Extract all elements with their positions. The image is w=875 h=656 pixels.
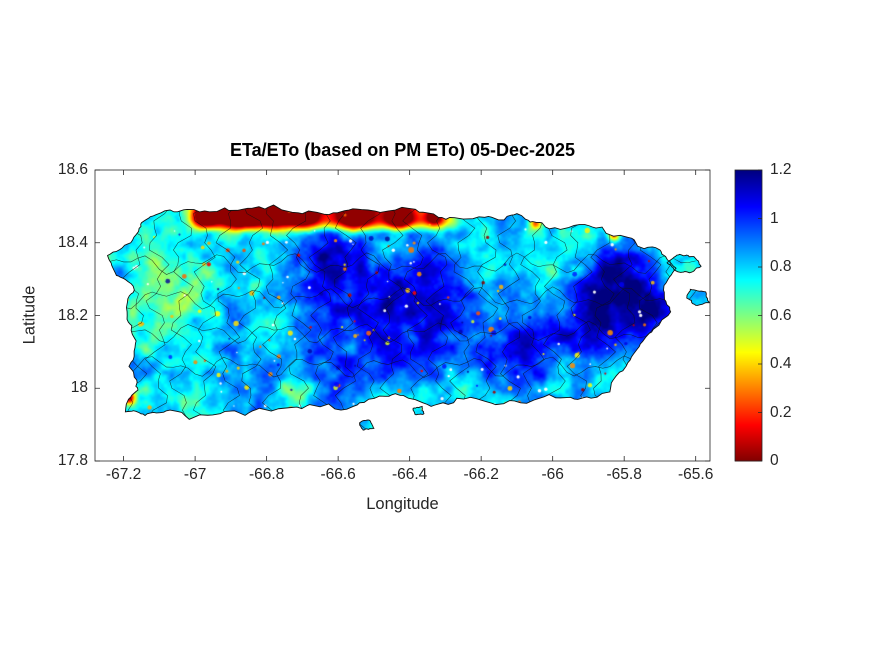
x-tick-label: -66.2 [463,466,499,483]
y-tick-label: 18 [70,379,88,397]
x-tick-label: -67 [183,466,207,483]
colorbar-tick-label: 1 [770,209,779,227]
x-tick-label: -66.8 [248,466,285,483]
y-tick-label: 17.8 [57,452,88,469]
x-tick-label: -66 [541,466,564,483]
x-tick-label: -66.6 [320,466,356,483]
colorbar-tick-label: 0 [770,452,779,469]
colorbar-tick-label: 0.6 [770,306,792,324]
y-tick-label: 18.6 [57,161,88,178]
x-axis-label: Longitude [366,495,439,513]
colorbar-tick-label: 0.4 [770,355,792,372]
x-tick-label: -66.4 [391,466,428,483]
colorbar-tick-label: 1.2 [770,161,792,178]
x-tick-label: -67.2 [105,466,142,483]
y-tick-label: 18.4 [57,233,88,251]
colorbar-tick-label: 0.2 [770,403,792,421]
chart-title: ETa/ETo (based on PM ETo) 05-Dec-2025 [229,140,576,160]
x-tick-label: -65.8 [606,466,642,483]
colorbar-tick-label: 0.8 [770,258,792,275]
y-tick-label: 18.2 [57,306,88,324]
x-tick-label: -65.6 [678,466,714,483]
